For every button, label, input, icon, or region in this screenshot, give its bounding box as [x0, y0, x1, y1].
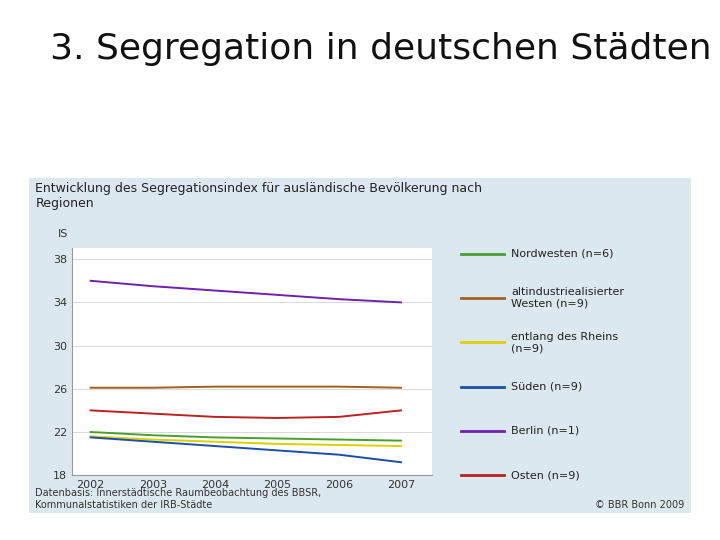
Text: 3. Segregation in deutschen Städten: 3. Segregation in deutschen Städten — [50, 32, 712, 66]
Text: entlang des Rheins
(n=9): entlang des Rheins (n=9) — [511, 332, 618, 353]
Text: © BBR Bonn 2009: © BBR Bonn 2009 — [595, 500, 685, 510]
Text: Datenbasis: Innerstädtische Raumbeobachtung des BBSR,
Kommunalstatistiken der IR: Datenbasis: Innerstädtische Raumbeobacht… — [35, 488, 322, 510]
Text: Berlin (n=1): Berlin (n=1) — [511, 426, 580, 436]
Text: IS: IS — [58, 230, 68, 239]
Text: Entwicklung des Segregationsindex für ausländische Bevölkerung nach
Regionen: Entwicklung des Segregationsindex für au… — [35, 181, 482, 210]
Text: altindustriealisierter
Westen (n=9): altindustriealisierter Westen (n=9) — [511, 287, 624, 309]
Text: Osten (n=9): Osten (n=9) — [511, 470, 580, 480]
Text: Süden (n=9): Süden (n=9) — [511, 382, 582, 392]
Text: Nordwesten (n=6): Nordwesten (n=6) — [511, 249, 613, 259]
